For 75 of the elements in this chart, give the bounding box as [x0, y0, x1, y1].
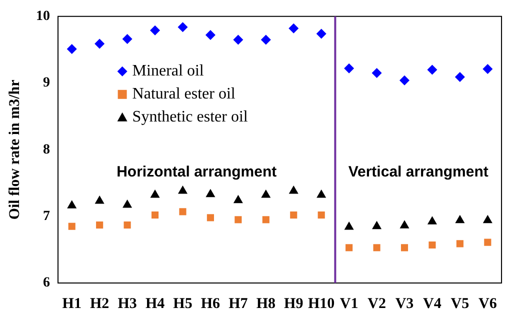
x-tick-label: H7 — [228, 296, 248, 312]
point — [178, 22, 188, 32]
point — [124, 221, 131, 229]
point — [122, 34, 132, 44]
point — [454, 72, 465, 82]
point — [373, 244, 380, 252]
legend-label: Synthetic ester oil — [132, 108, 248, 126]
point — [427, 64, 438, 75]
point — [346, 244, 353, 252]
point — [427, 216, 437, 224]
point — [344, 63, 354, 74]
annotation: Horizontal arrangment — [116, 164, 277, 180]
x-tick-label: V6 — [478, 296, 498, 312]
point — [400, 75, 410, 86]
y-axis-title: Oil flow rate in m3/hr — [6, 79, 23, 220]
y-tick-label: 10 — [36, 9, 50, 24]
x-tick-label: V4 — [423, 296, 442, 312]
point — [428, 241, 436, 249]
point — [67, 200, 77, 208]
point — [400, 220, 410, 228]
point — [288, 186, 298, 194]
point — [316, 190, 326, 198]
legend-label: Natural ester oil — [132, 86, 236, 103]
x-tick-label: H4 — [145, 296, 166, 312]
point — [262, 216, 270, 224]
point — [261, 190, 271, 198]
point — [206, 214, 214, 222]
point — [151, 211, 159, 219]
point — [122, 200, 132, 208]
legend-label: Mineral oil — [132, 62, 204, 80]
y-tick-label: 8 — [43, 142, 50, 158]
x-tick-label: H10 — [308, 296, 335, 312]
x-tick-label: H9 — [284, 296, 304, 312]
x-tick-label: V1 — [340, 296, 358, 312]
x-tick-label: V3 — [395, 296, 414, 312]
point — [344, 222, 354, 230]
point — [233, 194, 243, 204]
point — [484, 238, 492, 246]
point — [234, 216, 242, 224]
point — [233, 34, 244, 45]
x-tick-label: H1 — [62, 296, 82, 312]
point — [178, 186, 188, 194]
point — [482, 214, 492, 224]
x-tick-label: H5 — [173, 296, 192, 312]
point — [94, 38, 105, 49]
point — [318, 211, 325, 219]
y-tick-label: 6 — [43, 276, 50, 291]
point — [316, 28, 326, 39]
point — [260, 34, 271, 45]
point — [68, 222, 76, 230]
point — [372, 220, 382, 230]
annotation: Vertical arrangment — [348, 164, 488, 180]
point — [288, 23, 299, 34]
x-tick-label: H6 — [200, 296, 221, 312]
point — [456, 240, 464, 248]
point — [206, 188, 216, 198]
point — [290, 211, 298, 219]
point — [179, 208, 186, 216]
point — [150, 25, 160, 36]
y-tick-label: 9 — [43, 76, 50, 91]
point — [205, 30, 216, 40]
point — [372, 68, 382, 78]
point — [455, 214, 465, 224]
point — [150, 190, 160, 198]
x-tick-label: V2 — [368, 296, 386, 312]
point — [482, 64, 493, 74]
x-tick-label: H8 — [256, 296, 276, 312]
point — [66, 44, 77, 54]
point — [94, 196, 104, 204]
x-tick-label: H3 — [118, 296, 137, 312]
point — [96, 221, 104, 229]
y-tick-label: 7 — [43, 208, 50, 224]
x-tick-label: V5 — [450, 296, 470, 312]
point — [400, 244, 408, 252]
x-tick-label: H2 — [90, 296, 110, 312]
